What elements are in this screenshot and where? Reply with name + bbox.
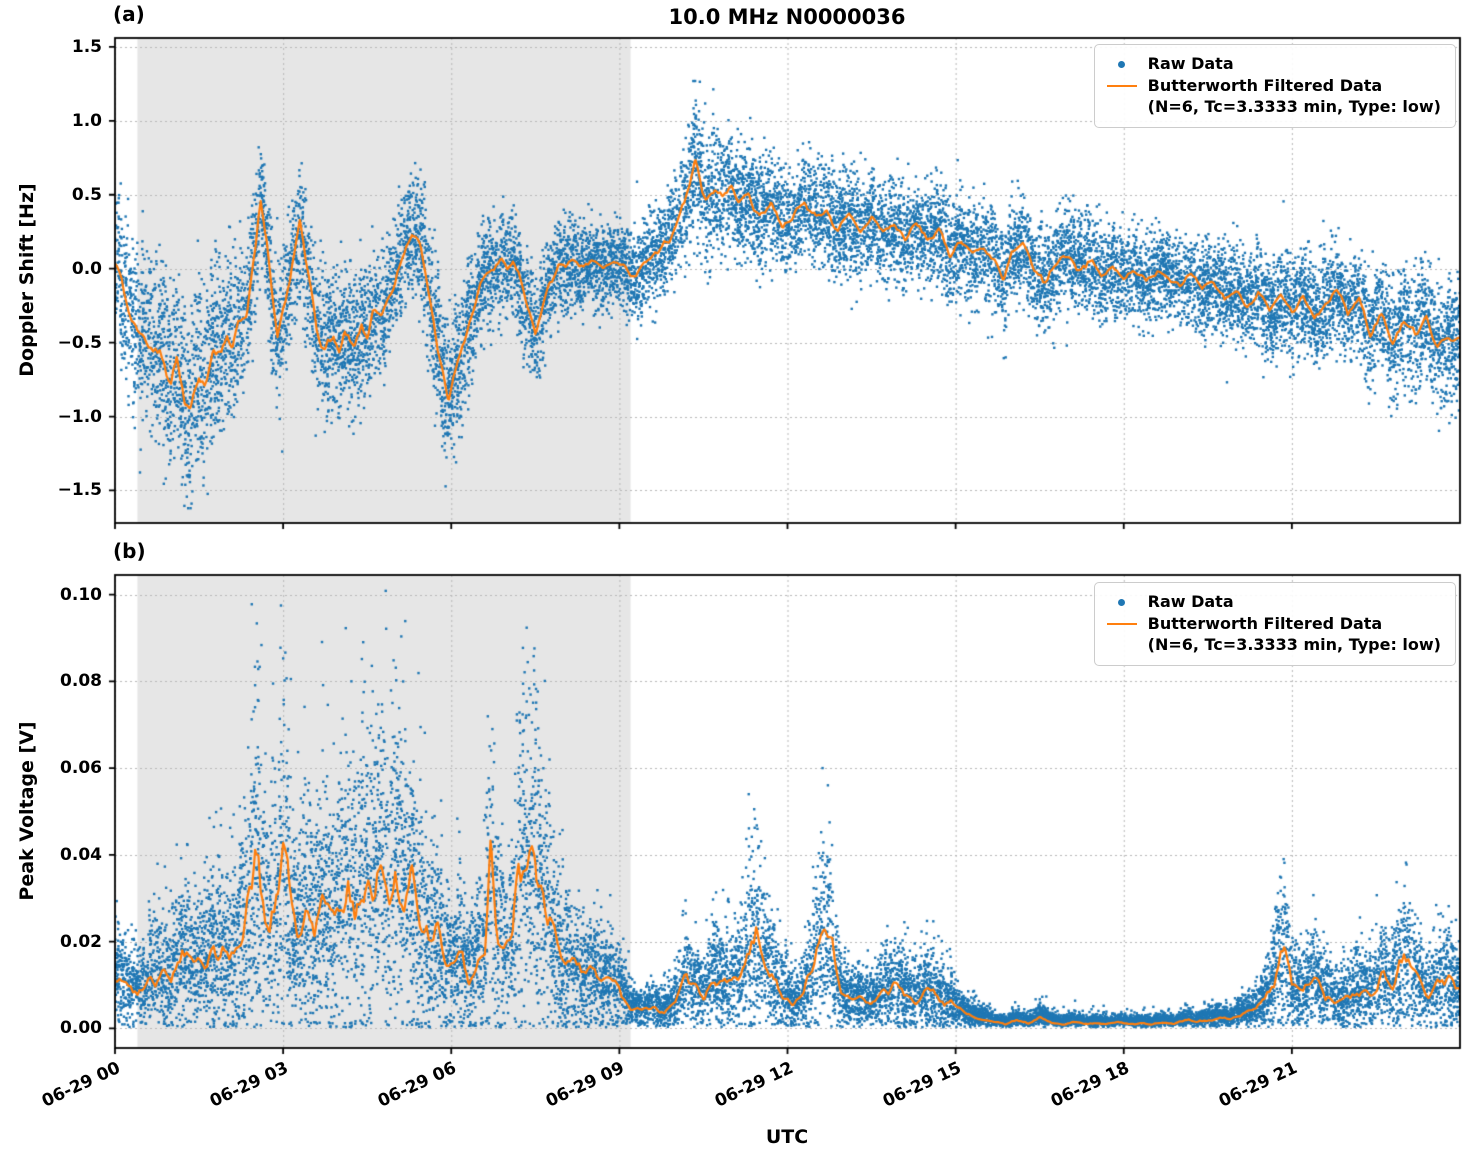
legend-raw-row: Raw Data: [1105, 54, 1441, 75]
y-tick-label: 0.10: [60, 584, 102, 605]
legend-filtered-row: Butterworth Filtered Data (N=6, Tc=3.333…: [1105, 614, 1441, 656]
y-tick-label: 0.04: [60, 844, 102, 865]
legend-filtered-row: Butterworth Filtered Data (N=6, Tc=3.333…: [1105, 76, 1441, 118]
y-tick-label: 0.0: [71, 258, 102, 279]
filtered-line-icon: [1105, 84, 1139, 87]
legend-raw-row: Raw Data: [1105, 592, 1441, 613]
legend-filtered-sublabel: (N=6, Tc=3.3333 min, Type: low): [1147, 634, 1441, 654]
legend-filtered-label: Butterworth Filtered Data: [1147, 75, 1383, 95]
legend-filtered-label: Butterworth Filtered Data: [1147, 613, 1383, 633]
filtered-line-icon: [1105, 622, 1139, 625]
chart-title: 10.0 MHz N0000036: [668, 5, 906, 29]
y-tick-label: 0.02: [60, 931, 102, 952]
y-tick-label: 0.06: [60, 758, 102, 779]
legend-raw-label: Raw Data: [1147, 592, 1234, 611]
raw-data-marker-icon: [1105, 60, 1139, 68]
legend-b: Raw Data Butterworth Filtered Data (N=6,…: [1093, 582, 1456, 667]
y-axis-label-voltage: Peak Voltage [V]: [16, 721, 38, 901]
y-tick-label: 0.00: [60, 1018, 102, 1039]
panel-b-label: (b): [113, 539, 146, 563]
x-axis-label: UTC: [765, 1126, 809, 1148]
raw-data-marker-icon: [1105, 598, 1139, 606]
y-tick-label: −1.0: [57, 406, 102, 427]
y-tick-label: 0.5: [71, 184, 102, 205]
panel-a-label: (a): [113, 2, 145, 26]
legend-raw-label: Raw Data: [1147, 54, 1234, 73]
legend-filtered-sublabel: (N=6, Tc=3.3333 min, Type: low): [1147, 96, 1441, 116]
y-tick-label: 1.0: [71, 110, 102, 131]
legend-a: Raw Data Butterworth Filtered Data (N=6,…: [1093, 44, 1456, 129]
y-tick-label: −0.5: [57, 332, 102, 353]
y-tick-label: 0.08: [60, 671, 102, 692]
y-tick-label: −1.5: [57, 480, 102, 501]
y-tick-label: 1.5: [71, 36, 102, 57]
